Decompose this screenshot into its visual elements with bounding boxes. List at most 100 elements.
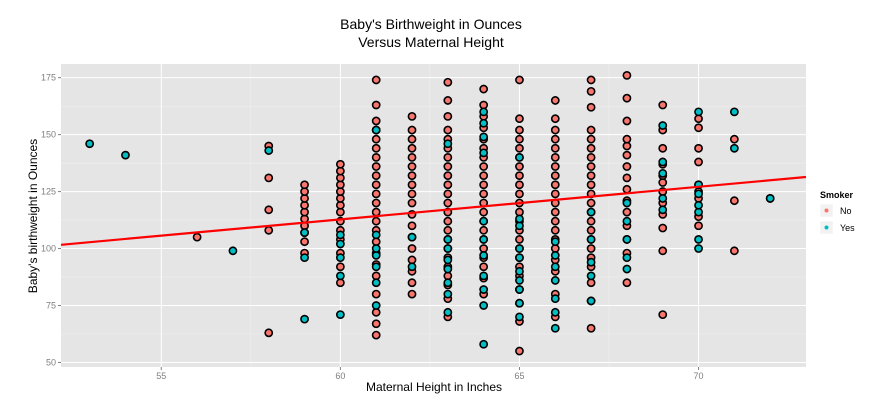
data-point-yes bbox=[443, 235, 453, 244]
data-point-yes bbox=[550, 323, 560, 333]
data-point-no bbox=[407, 162, 417, 171]
data-point-yes bbox=[586, 296, 596, 306]
data-point-no bbox=[443, 162, 453, 171]
data-point-no bbox=[443, 198, 453, 208]
data-point-no bbox=[479, 207, 489, 217]
data-point-yes bbox=[479, 285, 489, 294]
data-point-yes bbox=[694, 200, 703, 210]
data-point-no bbox=[515, 180, 524, 190]
data-point-no bbox=[192, 232, 202, 242]
data-point-no bbox=[335, 159, 345, 169]
data-point-no bbox=[371, 143, 381, 153]
data-point-no bbox=[622, 70, 632, 80]
data-point-yes bbox=[407, 262, 417, 272]
data-point-no bbox=[443, 225, 453, 235]
data-point-yes bbox=[443, 244, 453, 253]
data-point-no bbox=[550, 171, 560, 181]
data-point-no bbox=[622, 116, 632, 126]
data-point-no bbox=[371, 134, 381, 144]
data-point-no bbox=[335, 262, 345, 272]
regression-line-group bbox=[60, 175, 807, 246]
data-point-yes bbox=[443, 255, 453, 265]
data-point-yes bbox=[550, 294, 560, 304]
data-point-yes bbox=[586, 235, 596, 244]
data-point-yes bbox=[335, 230, 345, 240]
data-point-yes bbox=[694, 244, 703, 253]
data-point-no bbox=[443, 125, 453, 135]
data-point-no bbox=[371, 162, 381, 171]
data-point-no bbox=[443, 77, 453, 87]
data-point-no bbox=[443, 171, 453, 181]
chart-title-line-2: Versus Maternal Height bbox=[358, 34, 504, 50]
data-point-no bbox=[550, 225, 560, 235]
data-point-yes bbox=[228, 246, 238, 256]
data-point-yes bbox=[371, 262, 381, 272]
data-point-yes bbox=[550, 237, 560, 247]
regression-line bbox=[60, 175, 807, 246]
data-point-no bbox=[371, 153, 381, 162]
data-point-yes bbox=[443, 264, 453, 274]
data-point-yes bbox=[622, 198, 632, 208]
data-point-no bbox=[622, 150, 632, 160]
y-tick-label: 50 bbox=[46, 357, 56, 367]
data-point-no bbox=[586, 153, 596, 162]
data-point-no bbox=[371, 330, 381, 340]
data-point-no bbox=[694, 157, 703, 167]
data-point-no bbox=[586, 86, 596, 96]
data-point-no bbox=[550, 207, 560, 217]
data-point-yes bbox=[479, 148, 489, 158]
data-point-no bbox=[264, 205, 274, 215]
data-point-no bbox=[622, 173, 632, 183]
data-point-no bbox=[515, 235, 524, 244]
data-point-yes bbox=[515, 253, 524, 263]
data-point-no bbox=[371, 171, 381, 181]
data-point-no bbox=[479, 162, 489, 171]
data-point-yes bbox=[85, 139, 95, 149]
data-point-yes bbox=[550, 276, 560, 285]
data-point-yes bbox=[622, 253, 632, 263]
data-point-no bbox=[586, 198, 596, 208]
data-point-yes bbox=[335, 310, 345, 320]
data-point-no bbox=[515, 143, 524, 153]
data-point-no bbox=[479, 180, 489, 190]
data-point-yes bbox=[479, 118, 489, 128]
data-point-no bbox=[371, 207, 381, 217]
data-point-no bbox=[729, 196, 739, 206]
y-axis-label: Baby's birthweight in Ounces bbox=[26, 139, 40, 293]
data-point-yes bbox=[658, 157, 668, 167]
data-point-yes bbox=[622, 264, 632, 274]
data-point-yes bbox=[729, 107, 739, 117]
data-point-no bbox=[371, 180, 381, 190]
data-point-no bbox=[407, 244, 417, 253]
data-point-no bbox=[407, 180, 417, 190]
data-point-no bbox=[658, 246, 668, 256]
data-point-no bbox=[550, 114, 560, 124]
data-point-yes bbox=[515, 244, 524, 253]
data-point-yes bbox=[550, 262, 560, 272]
x-axis-ticks: 55 60 65 70 bbox=[156, 367, 704, 381]
data-point-no bbox=[550, 125, 560, 135]
data-point-no bbox=[622, 207, 632, 217]
data-point-no bbox=[694, 221, 703, 231]
data-point-no bbox=[658, 310, 668, 320]
x-axis-label: Maternal Height in Inches bbox=[366, 380, 502, 394]
data-point-no bbox=[550, 153, 560, 162]
data-point-yes bbox=[371, 230, 381, 240]
data-point-no bbox=[586, 75, 596, 85]
data-point-no bbox=[729, 134, 739, 144]
data-point-yes bbox=[121, 150, 130, 160]
data-point-yes bbox=[371, 301, 381, 310]
data-point-no bbox=[407, 189, 417, 199]
data-point-no bbox=[622, 134, 632, 144]
data-point-no bbox=[515, 75, 524, 85]
data-point-yes bbox=[550, 307, 560, 317]
chart-title-line-1: Baby's Birthweight in Ounces bbox=[340, 16, 522, 32]
data-point-no bbox=[658, 143, 668, 153]
data-point-no bbox=[371, 289, 381, 299]
data-point-no bbox=[550, 162, 560, 171]
data-point-no bbox=[550, 189, 560, 199]
y-tick-label: 125 bbox=[41, 187, 56, 197]
data-point-yes bbox=[515, 312, 524, 322]
